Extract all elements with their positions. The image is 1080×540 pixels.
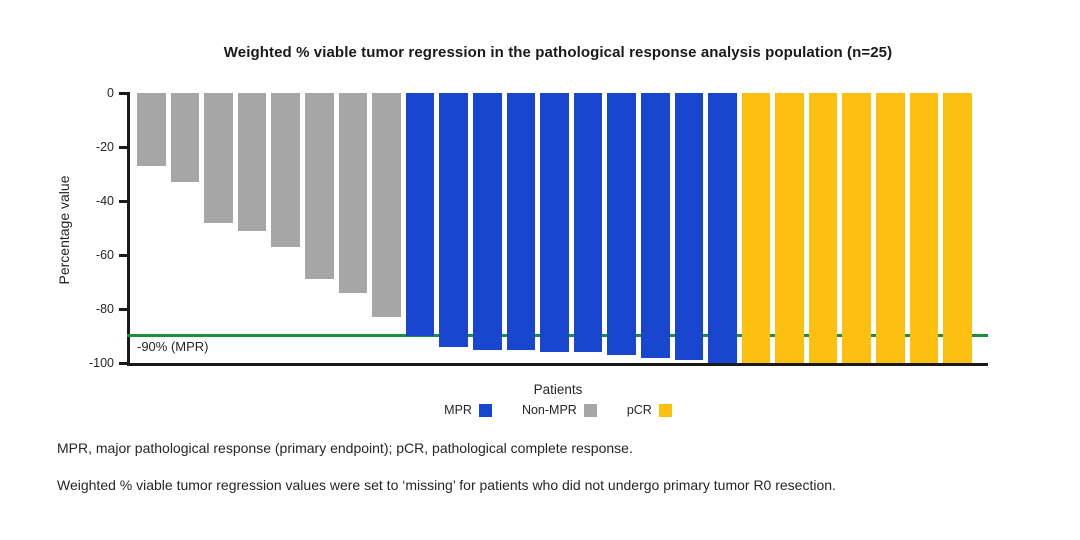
bars-container — [137, 93, 972, 363]
patient-bar — [674, 93, 704, 361]
patient-bar — [842, 93, 872, 363]
legend-label: Non-MPR — [521, 403, 577, 417]
patient-bar — [439, 93, 468, 347]
legend-swatch — [478, 403, 492, 417]
y-axis-line — [127, 92, 130, 366]
patient-bar — [372, 93, 401, 318]
y-tick-label: -60 — [95, 248, 114, 262]
y-tick-label: -20 — [95, 140, 114, 154]
patient-bar — [708, 93, 737, 363]
patient-bar — [943, 93, 972, 363]
x-axis-label: Patients — [533, 382, 583, 397]
y-tick-label: -80 — [95, 302, 114, 316]
patient-bar — [506, 93, 536, 350]
patient-bar — [775, 93, 804, 363]
legend-label: pCR — [626, 403, 652, 417]
legend-label: MPR — [444, 403, 472, 417]
y-tick-mark — [119, 145, 127, 149]
y-tick-mark — [119, 199, 127, 203]
patient-bar — [540, 93, 569, 353]
legend-item-mpr: MPR — [444, 403, 492, 417]
y-tick-mark — [119, 253, 127, 257]
y-tick-mark — [119, 307, 127, 311]
patient-bar — [573, 93, 603, 353]
y-tick-label: -40 — [95, 194, 114, 208]
legend-swatch — [583, 403, 597, 417]
legend-item-pcr: pCR — [627, 403, 672, 417]
y-tick-label: 0 — [107, 86, 114, 100]
patient-bar — [640, 93, 670, 358]
patient-bar — [137, 93, 166, 166]
legend-item-non-mpr: Non-MPR — [522, 403, 597, 417]
footnote-missing-values: Weighted % viable tumor regression value… — [57, 477, 836, 493]
patient-bar — [170, 93, 200, 183]
y-tick-mark — [119, 91, 127, 95]
y-tick-label: -100 — [88, 356, 114, 370]
patient-bar — [304, 93, 334, 280]
patient-bar — [338, 93, 368, 293]
legend: MPR Non-MPR pCR — [130, 403, 986, 417]
patient-bar — [876, 93, 905, 363]
patient-bar — [271, 93, 300, 247]
patient-bar — [405, 93, 435, 336]
chart-title: Weighted % viable tumor regression in th… — [223, 44, 893, 61]
patient-bar — [237, 93, 267, 231]
patient-bar — [741, 93, 771, 363]
footnote-abbreviations: MPR, major pathological response (primar… — [57, 440, 633, 456]
patient-bar — [808, 93, 838, 363]
patient-bar — [909, 93, 939, 363]
y-axis-label: Percentage value — [56, 175, 72, 285]
y-tick-mark — [119, 361, 127, 365]
legend-swatch — [658, 403, 672, 417]
mpr-threshold-label: -90% (MPR) — [137, 339, 209, 354]
patient-bar — [204, 93, 233, 223]
patient-bar — [607, 93, 636, 355]
patient-bar — [472, 93, 502, 350]
x-axis-line — [127, 363, 988, 366]
